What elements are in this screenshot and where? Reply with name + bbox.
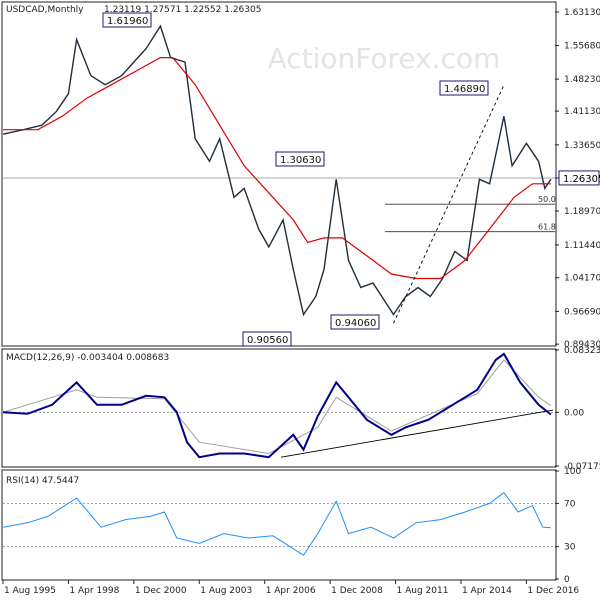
price-annotation-box — [242, 331, 292, 347]
price-y-tick-label: 1.41130 — [564, 107, 600, 117]
price-annotation-label: 0.90560 — [247, 335, 288, 346]
x-tick-label: 1 Aug 2011 — [397, 586, 449, 596]
macd-y-tick-label: 0.00 — [564, 408, 584, 418]
rsi-panel-frame — [1, 469, 557, 581]
rsi-series — [2, 491, 551, 556]
chart-title: USDCAD,Monthly — [6, 5, 84, 15]
price-annotation-label: 1.46890 — [444, 84, 485, 95]
rsi-panel: 100 70 30 0 — [2, 467, 581, 585]
macd-panel: 0.083235 0.00 -0.071752 — [2, 346, 600, 472]
x-tick-label: 1 Apr 2014 — [462, 586, 512, 596]
price-panel: 1.63130 1.55680 1.48230 1.41130 1.33650 1.189… — [2, 8, 600, 350]
price-annotation-label: 1.30630 — [280, 155, 321, 166]
price-annotation-box — [275, 151, 325, 167]
price-annotation-box — [439, 80, 489, 96]
x-tick-label: 1 Aug 1995 — [4, 586, 56, 596]
price-y-tick-label: 0.96690 — [564, 307, 600, 317]
price-y-tick-label: 1.48230 — [564, 75, 600, 85]
price-annotation-box — [102, 12, 152, 28]
x-tick-label: 1 Apr 1998 — [69, 586, 119, 596]
price-annotation-label: 1.61960 — [107, 16, 148, 27]
rsi-y-tick-label: 30 — [564, 543, 576, 553]
macd-series — [2, 352, 552, 459]
macd-trendline — [280, 409, 554, 458]
moving-average-series — [3, 56, 551, 280]
x-tick-label: 1 Aug 2003 — [200, 586, 252, 596]
price-y-tick-label: 1.63130 — [564, 8, 600, 18]
price-y-tick-label: 1.55680 — [564, 42, 600, 52]
price-y-tick-label: 1.18970 — [564, 207, 600, 217]
rsi-y-tick-label: 0 — [564, 575, 570, 585]
x-tick-label: 1 Dec 2008 — [331, 586, 383, 596]
fib-trendline — [393, 84, 505, 324]
price-series — [2, 24, 552, 317]
price-annotation-label: 0.94060 — [335, 318, 376, 329]
ohlc-readout: 1.23119 1.27571 1.22552 1.26305 — [104, 5, 261, 15]
macd-signal-series — [2, 359, 552, 455]
price-y-tick-label: 1.11440 — [564, 241, 600, 251]
rsi-y-tick-label: 70 — [564, 499, 576, 509]
macd-panel-frame — [1, 348, 557, 468]
macd-y-tick-label: -0.071752 — [564, 462, 600, 472]
rsi-y-tick-label: 100 — [564, 467, 581, 477]
price-annotation-box — [330, 314, 380, 330]
x-tick-label: 1 Dec 2016 — [527, 586, 579, 596]
rsi-title: RSI(14) 47.5447 — [6, 476, 79, 486]
fib-level-label: 50.0 — [538, 195, 556, 204]
macd-y-tick-label: 0.083235 — [564, 346, 600, 356]
last-price-label: 1.26305 — [563, 174, 600, 185]
price-y-tick-label: 1.04170 — [564, 274, 600, 284]
macd-title: MACD(12,26,9) -0.003404 0.008683 — [6, 353, 169, 363]
last-price-marker — [558, 170, 600, 186]
price-y-tick-label: 1.33650 — [564, 141, 600, 151]
fib-level-label: 61.8 — [538, 223, 556, 232]
x-tick-label: 1 Dec 2000 — [135, 586, 187, 596]
watermark: ActionForex.com — [268, 42, 501, 75]
x-tick-label: 1 Apr 2006 — [266, 586, 316, 596]
price-y-tick-label: 0.89430 — [564, 340, 600, 350]
x-axis: 1 Aug 1995 1 Apr 1998 1 Dec 2000 1 Aug 2003… — [2, 580, 579, 596]
